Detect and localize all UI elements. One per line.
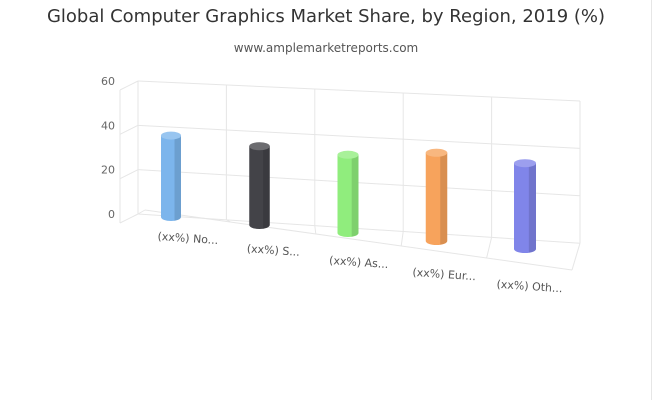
x-tick-label: (xx%) Eur...	[412, 266, 476, 283]
bar-top-highlight	[514, 159, 536, 168]
y-tick-label: 20	[101, 164, 115, 177]
x-tick-label: (xx%) Oth...	[496, 278, 563, 296]
gridline-side	[119, 80, 139, 91]
floor-divider	[571, 243, 581, 271]
bar-shading	[263, 146, 270, 229]
gridline	[137, 124, 581, 149]
x-axis-labels: (xx%) No... (xx%) S... (xx%) As... (xx%) Eu…	[157, 230, 563, 295]
y-tick-label: 60	[101, 75, 115, 88]
bar-top[interactable]	[249, 142, 270, 151]
chart-subtitle: www.amplemarketreports.com	[233, 41, 419, 55]
bar[interactable]	[337, 150, 359, 237]
gridline-side	[119, 213, 139, 224]
frame-divider	[651, 0, 652, 400]
x-tick-label: (xx%) As...	[329, 254, 389, 271]
bar-shading	[528, 163, 536, 253]
bar-series[interactable]	[161, 131, 536, 253]
gridline	[137, 80, 581, 102]
gridline-side	[119, 169, 139, 180]
bar-shading	[440, 152, 448, 245]
bar[interactable]	[425, 148, 448, 245]
bar-top[interactable]	[337, 150, 359, 159]
bar-body[interactable]	[514, 163, 536, 253]
bar-top[interactable]	[514, 159, 536, 168]
bar[interactable]	[249, 142, 270, 229]
floor-front-edge	[144, 209, 573, 271]
bar-shading	[351, 154, 359, 237]
gridline-side	[119, 124, 139, 135]
bar-body[interactable]	[425, 152, 448, 245]
floor-divider	[486, 237, 493, 259]
floor-divider	[400, 231, 404, 247]
chart-title: Global Computer Graphics Market Share, b…	[46, 6, 606, 27]
grid-layer	[119, 80, 581, 271]
bar[interactable]	[514, 159, 536, 253]
floor-divider	[137, 209, 146, 215]
bar-top-highlight	[425, 148, 448, 157]
bar-shading	[174, 135, 181, 221]
x-tick-label: (xx%) S...	[246, 242, 300, 259]
gridline	[137, 169, 581, 197]
y-tick-label: 40	[101, 119, 115, 132]
bar-top[interactable]	[425, 148, 448, 157]
bar-top-highlight	[249, 142, 270, 151]
floor-divider	[314, 225, 317, 235]
bar-body[interactable]	[249, 146, 270, 229]
bar[interactable]	[161, 131, 181, 221]
y-axis-ticks: 0 20 40 60	[101, 75, 115, 221]
x-tick-label: (xx%) No...	[157, 230, 219, 247]
bar-body[interactable]	[337, 154, 359, 237]
bar-top-highlight	[337, 150, 359, 159]
y-tick-label: 0	[108, 208, 115, 221]
bar-body[interactable]	[161, 135, 181, 221]
bar-top[interactable]	[161, 131, 181, 140]
bar-top-highlight	[161, 131, 181, 140]
